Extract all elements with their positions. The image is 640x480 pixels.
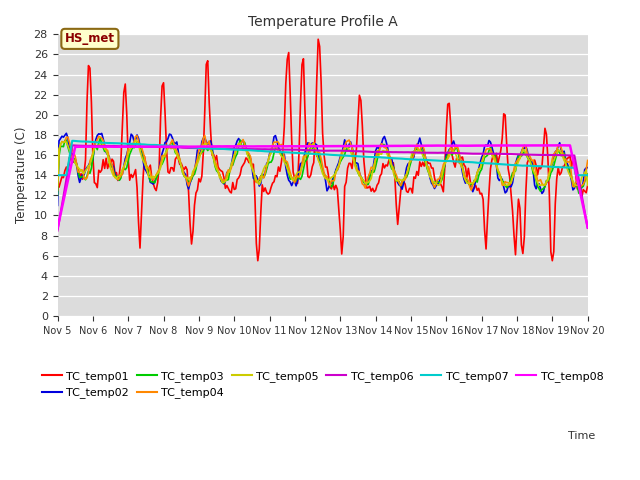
TC_temp08: [385, 143, 393, 149]
TC_temp04: [201, 132, 209, 138]
TC_temp03: [54, 192, 61, 198]
TC_temp04: [584, 157, 591, 163]
Line: TC_temp01: TC_temp01: [58, 39, 588, 261]
TC_temp08: [152, 144, 160, 149]
TC_temp04: [374, 150, 382, 156]
TC_temp03: [357, 174, 365, 180]
TC_temp05: [520, 147, 528, 153]
TC_temp05: [374, 153, 382, 158]
TC_temp04: [68, 147, 76, 153]
TC_temp05: [387, 159, 394, 165]
Line: TC_temp07: TC_temp07: [58, 141, 588, 175]
TC_temp06: [357, 148, 365, 154]
TC_temp07: [387, 155, 394, 161]
TC_temp01: [314, 36, 322, 42]
Line: TC_temp08: TC_temp08: [58, 145, 588, 228]
TC_temp07: [357, 154, 365, 159]
TC_temp04: [54, 187, 61, 193]
TC_temp03: [520, 149, 528, 155]
TC_temp02: [584, 165, 591, 170]
TC_temp06: [154, 144, 161, 150]
TC_temp06: [54, 228, 61, 233]
TC_temp04: [152, 172, 160, 178]
TC_temp02: [357, 174, 365, 180]
TC_temp07: [374, 154, 382, 160]
TC_temp01: [522, 190, 530, 195]
TC_temp04: [357, 176, 365, 181]
TC_temp08: [560, 143, 568, 148]
TC_temp07: [68, 138, 76, 144]
TC_temp06: [70, 143, 77, 148]
Line: TC_temp03: TC_temp03: [58, 139, 588, 195]
TC_temp03: [387, 162, 394, 168]
TC_temp01: [68, 160, 76, 166]
Text: HS_met: HS_met: [65, 32, 115, 46]
TC_temp06: [520, 152, 528, 157]
TC_temp03: [584, 171, 591, 177]
TC_temp07: [520, 163, 528, 168]
TC_temp06: [387, 149, 394, 155]
TC_temp08: [54, 225, 61, 231]
TC_temp05: [584, 182, 591, 188]
TC_temp02: [520, 145, 528, 151]
TC_temp06: [584, 225, 591, 231]
TC_temp02: [387, 156, 394, 162]
TC_temp01: [152, 188, 160, 193]
TC_temp06: [374, 149, 382, 155]
TC_temp08: [356, 143, 364, 149]
TC_temp02: [154, 171, 161, 177]
Text: Time: Time: [568, 431, 595, 441]
TC_temp07: [154, 142, 161, 148]
TC_temp08: [584, 224, 591, 230]
TC_temp01: [376, 173, 384, 179]
TC_temp02: [70, 159, 77, 165]
TC_temp08: [519, 143, 527, 148]
Line: TC_temp05: TC_temp05: [58, 140, 588, 185]
TC_temp01: [388, 161, 396, 167]
TC_temp01: [584, 182, 591, 188]
TC_temp07: [54, 172, 61, 178]
Line: TC_temp06: TC_temp06: [58, 145, 588, 230]
Line: TC_temp04: TC_temp04: [58, 135, 588, 190]
TC_temp02: [54, 203, 61, 208]
TC_temp03: [97, 136, 104, 142]
TC_temp01: [254, 258, 262, 264]
Line: TC_temp02: TC_temp02: [58, 133, 588, 205]
TC_temp08: [373, 143, 381, 149]
TC_temp01: [54, 178, 61, 184]
TC_temp03: [374, 150, 382, 156]
TC_temp02: [63, 131, 70, 136]
TC_temp07: [584, 172, 591, 178]
Y-axis label: Temperature (C): Temperature (C): [15, 127, 28, 224]
TC_temp05: [132, 137, 140, 143]
Legend: TC_temp01, TC_temp02, TC_temp03, TC_temp04, TC_temp05, TC_temp06, TC_temp07, TC_: TC_temp01, TC_temp02, TC_temp03, TC_temp…: [37, 367, 608, 403]
TC_temp05: [68, 155, 76, 160]
TC_temp04: [520, 142, 528, 148]
TC_temp03: [68, 154, 76, 159]
TC_temp08: [68, 157, 76, 163]
TC_temp04: [387, 156, 394, 161]
TC_temp05: [54, 182, 61, 188]
TC_temp03: [154, 172, 161, 178]
TC_temp05: [357, 174, 365, 180]
TC_temp06: [68, 143, 76, 148]
TC_temp07: [70, 138, 77, 144]
TC_temp05: [154, 171, 161, 177]
TC_temp02: [374, 145, 382, 151]
Title: Temperature Profile A: Temperature Profile A: [248, 15, 397, 29]
TC_temp01: [358, 123, 366, 129]
